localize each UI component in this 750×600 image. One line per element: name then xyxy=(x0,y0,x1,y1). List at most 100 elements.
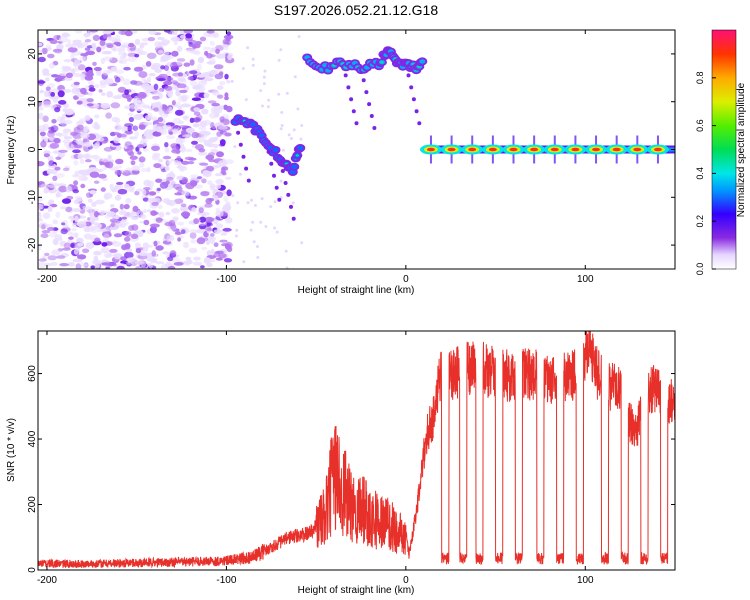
noise-blob xyxy=(216,94,224,99)
noise-blob xyxy=(164,85,173,91)
noise-blob xyxy=(181,160,190,165)
noise-blob xyxy=(213,107,223,114)
noise-blob xyxy=(48,62,55,69)
noise-dot xyxy=(279,179,283,183)
noise-dot xyxy=(299,137,303,141)
noise-blob xyxy=(215,257,223,261)
colorbar-tick-label: 0.2 xyxy=(695,215,705,228)
trace-tail xyxy=(369,114,374,118)
noise-blob xyxy=(89,216,97,220)
noise-blob xyxy=(137,144,144,149)
feature-upper-trace xyxy=(302,46,428,130)
noise-blob xyxy=(38,56,46,63)
noise-blob xyxy=(176,45,183,53)
noise-blob xyxy=(210,248,215,256)
noise-blob xyxy=(161,104,167,112)
noise-blob xyxy=(148,262,153,269)
trace-tail xyxy=(241,154,246,159)
noise-blob xyxy=(145,61,152,67)
noise-blob xyxy=(101,262,109,266)
trace-tail xyxy=(286,192,291,197)
noise-blob xyxy=(80,77,85,81)
noise-blob xyxy=(109,226,118,231)
feature-descending-trace xyxy=(230,114,306,221)
noise-blob xyxy=(38,261,46,269)
noise-blob xyxy=(65,43,74,48)
trace-tail xyxy=(367,102,372,107)
carrier-pulse-core xyxy=(653,147,662,152)
noise-blob xyxy=(158,73,168,79)
noise-blob xyxy=(83,141,92,148)
noise-dot xyxy=(291,201,295,205)
trace-core xyxy=(297,145,304,151)
noise-blob xyxy=(103,146,114,152)
trace-tail xyxy=(266,149,271,154)
noise-blob xyxy=(53,137,61,144)
noise-blob xyxy=(38,80,46,84)
noise-blob xyxy=(41,224,46,230)
noise-blob xyxy=(155,245,164,251)
noise-blob xyxy=(215,48,220,54)
noise-blob xyxy=(83,32,91,38)
noise-dot xyxy=(281,148,285,152)
noise-blob xyxy=(164,166,170,172)
trace-tail xyxy=(238,142,243,147)
noise-blob xyxy=(203,77,214,82)
noise-blob xyxy=(74,30,83,34)
noise-blob xyxy=(91,42,97,49)
noise-blob xyxy=(213,136,219,141)
noise-blob xyxy=(215,178,224,185)
noise-blob xyxy=(112,46,117,52)
noise-blob xyxy=(39,131,46,137)
noise-blob xyxy=(117,188,128,195)
noise-blob xyxy=(93,180,100,184)
noise-blob xyxy=(170,62,178,69)
noise-blob xyxy=(213,64,224,70)
noise-blob xyxy=(137,91,147,99)
noise-blob xyxy=(112,95,122,99)
trace-tail xyxy=(246,178,251,183)
noise-blob xyxy=(203,257,211,264)
noise-blob xyxy=(121,216,127,220)
noise-blob xyxy=(143,79,151,83)
noise-blob xyxy=(143,121,153,126)
colorbar-tick-label: 0.4 xyxy=(695,167,705,180)
noise-blob xyxy=(82,248,90,254)
noise-blob xyxy=(59,121,68,127)
noise-blob xyxy=(63,103,69,109)
noise-blob xyxy=(164,147,170,153)
noise-blob xyxy=(135,242,141,249)
noise-blob xyxy=(177,72,184,77)
noise-blob xyxy=(151,201,159,206)
noise-blob xyxy=(191,140,198,145)
spectrogram-xlabel: Height of straight line (km) xyxy=(298,285,415,296)
noise-blob xyxy=(38,100,42,107)
noise-dot xyxy=(242,260,246,264)
noise-blob xyxy=(134,38,141,46)
noise-blob xyxy=(155,217,163,224)
noise-blob xyxy=(129,104,139,110)
noise-blob xyxy=(211,102,220,107)
colorbar-ticks: 0.0 0.2 0.4 0.6 0.8 xyxy=(695,72,716,275)
noise-blob xyxy=(215,223,224,229)
noise-dot xyxy=(230,79,234,83)
noise-blob xyxy=(38,106,44,111)
noise-blob xyxy=(112,241,122,247)
noise-blob xyxy=(68,236,74,240)
noise-blob xyxy=(189,232,197,239)
noise-blob xyxy=(180,206,188,211)
noise-blob xyxy=(90,265,96,269)
noise-blob xyxy=(223,258,233,263)
noise-blob xyxy=(105,161,114,169)
noise-blob xyxy=(61,32,70,38)
noise-blob xyxy=(146,209,152,213)
noise-blob xyxy=(94,199,105,205)
noise-blob xyxy=(161,55,169,61)
noise-blob xyxy=(38,42,43,47)
noise-blob xyxy=(170,158,175,163)
noise-blob xyxy=(93,251,100,255)
noise-blob xyxy=(216,151,224,158)
noise-blob xyxy=(210,47,217,52)
noise-blob xyxy=(155,178,163,183)
